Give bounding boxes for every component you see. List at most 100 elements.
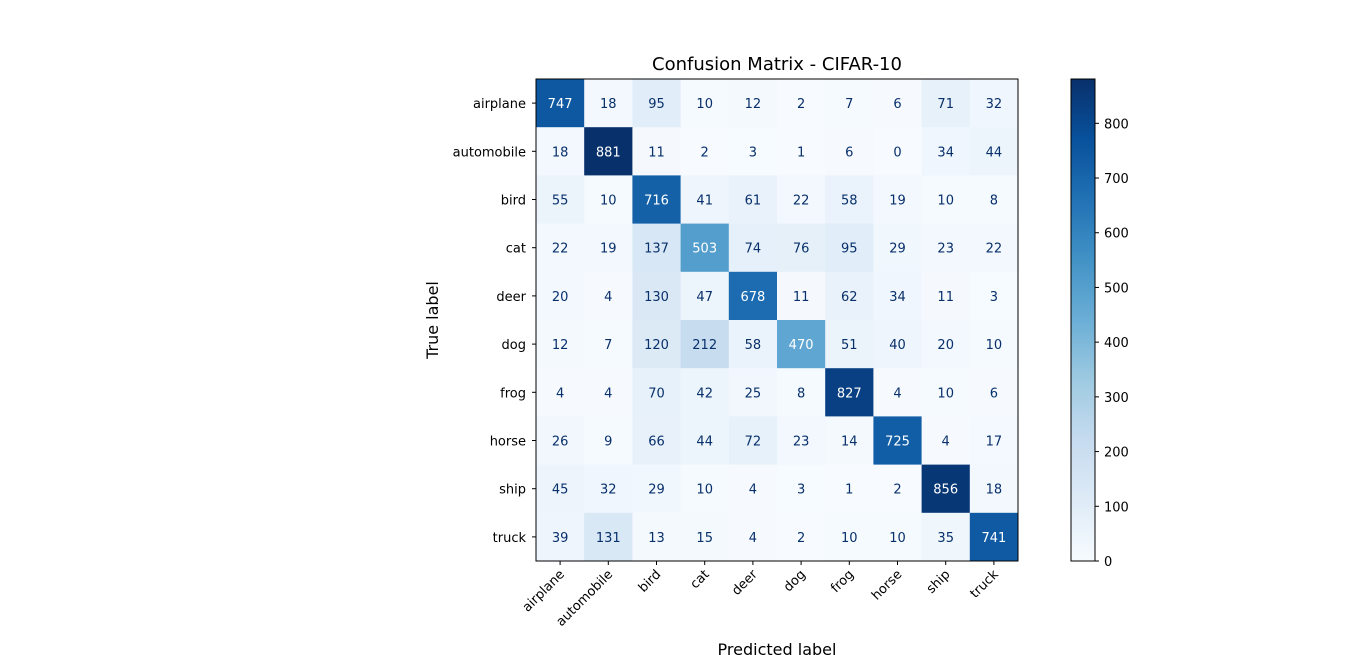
cell-value-label: 71 [937, 97, 954, 112]
cell-value-label: 827 [837, 386, 862, 401]
cell-value-label: 18 [986, 483, 1003, 498]
cell-value-label: 19 [600, 242, 617, 257]
heatmap-cell [584, 416, 633, 466]
heatmap-cell [536, 271, 585, 321]
heatmap-cell [728, 416, 778, 466]
y-tick-label: dog [502, 338, 526, 353]
heatmap-cell [777, 79, 826, 128]
heatmap-cell [680, 464, 730, 514]
cell-value-label: 856 [933, 483, 958, 498]
cell-value-label: 6 [990, 386, 998, 401]
heatmap-cell [921, 223, 971, 273]
heatmap-cell [777, 271, 826, 321]
cell-value-label: 22 [552, 242, 569, 257]
heatmap-cell [873, 416, 923, 466]
heatmap-cell [921, 175, 971, 225]
cell-value-label: 10 [841, 531, 858, 546]
heatmap-cell [632, 79, 682, 128]
heatmap-cell [873, 320, 923, 369]
cell-value-label: 4 [556, 386, 564, 401]
heatmap-cell [777, 320, 826, 369]
cell-value-label: 2 [797, 531, 805, 546]
cell-value-label: 4 [942, 435, 950, 450]
heatmap-cell [584, 320, 633, 369]
heatmap-cell [728, 271, 778, 321]
cell-value-label: 10 [696, 97, 713, 112]
cell-value-label: 4 [749, 531, 757, 546]
heatmap-cell [921, 368, 971, 417]
cell-value-label: 4 [604, 386, 612, 401]
x-tick-label: bird [636, 567, 664, 595]
cell-value-label: 55 [552, 194, 569, 209]
cell-value-label: 881 [596, 145, 621, 160]
heatmap-cell [825, 175, 874, 225]
heatmap-cell [873, 512, 923, 562]
x-tick-label: truck [968, 567, 1003, 602]
x-axis-label: Predicted label [718, 640, 837, 655]
y-tick-label: automobile [453, 145, 526, 160]
heatmap-cell [536, 79, 585, 128]
heatmap-cell [969, 223, 1019, 273]
heatmap-cell [536, 223, 585, 273]
heatmap-cell [825, 416, 874, 466]
heatmap-cell [536, 368, 585, 417]
cell-value-label: 22 [986, 242, 1003, 257]
heatmap-cell [680, 512, 730, 562]
heatmap-cell [632, 464, 682, 514]
heatmap-cell [584, 127, 633, 176]
heatmap-cell [873, 127, 923, 176]
cell-value-label: 212 [692, 338, 717, 353]
cell-value-label: 10 [937, 386, 954, 401]
y-axis-ticks: airplane automobile bird cat deer dog frog hors… [453, 97, 536, 546]
cell-value-label: 44 [696, 435, 713, 450]
heatmap-cell [584, 464, 633, 514]
cell-value-label: 10 [937, 194, 954, 209]
x-tick-label: airplane [520, 567, 568, 615]
cell-value-label: 42 [696, 386, 713, 401]
cell-value-label: 130 [644, 290, 669, 305]
heatmap-cell [777, 512, 826, 562]
colorbar-gradient [1070, 78, 1096, 562]
heatmap-cell [728, 320, 778, 369]
heatmap-cell [536, 127, 585, 176]
heatmap-cell [680, 416, 730, 466]
heatmap-cell [680, 127, 730, 176]
heatmap-cell [728, 79, 778, 128]
heatmap-cell [632, 223, 682, 273]
cell-value-label: 678 [740, 290, 765, 305]
cell-value-label: 2 [797, 97, 805, 112]
y-tick-label: frog [500, 386, 526, 401]
cell-value-label: 1 [797, 145, 805, 160]
heatmap-cell [873, 271, 923, 321]
cell-value-label: 39 [552, 531, 569, 546]
heatmap-cell [969, 79, 1019, 128]
cell-value-label: 747 [548, 97, 573, 112]
heatmap-cell [969, 127, 1019, 176]
heatmap-cell [825, 79, 874, 128]
heatmap-cell [584, 368, 633, 417]
heatmap-cell [921, 271, 971, 321]
cell-value-label: 20 [937, 338, 954, 353]
y-tick-label: truck [493, 531, 527, 546]
cell-value-label: 66 [648, 435, 665, 450]
cell-value-label: 716 [644, 194, 669, 209]
colorbar-tick-label: 300 [1104, 391, 1129, 406]
cell-value-label: 62 [841, 290, 858, 305]
heatmap-cell [680, 271, 730, 321]
heatmap-cell [825, 512, 874, 562]
cell-value-label: 10 [600, 194, 617, 209]
heatmap-cell [632, 320, 682, 369]
cell-value-label: 35 [937, 531, 954, 546]
heatmap-cell [680, 320, 730, 369]
cell-value-label: 503 [692, 242, 717, 257]
cell-value-label: 19 [889, 194, 906, 209]
heatmap-cell [777, 368, 826, 417]
heatmap-cell [825, 127, 874, 176]
heatmap-cell [728, 223, 778, 273]
cell-value-label: 11 [937, 290, 954, 305]
heatmap-cell [777, 127, 826, 176]
colorbar-tick-label: 100 [1104, 500, 1129, 515]
x-tick-label: dog [781, 567, 809, 595]
x-tick-label: deer [729, 567, 761, 599]
